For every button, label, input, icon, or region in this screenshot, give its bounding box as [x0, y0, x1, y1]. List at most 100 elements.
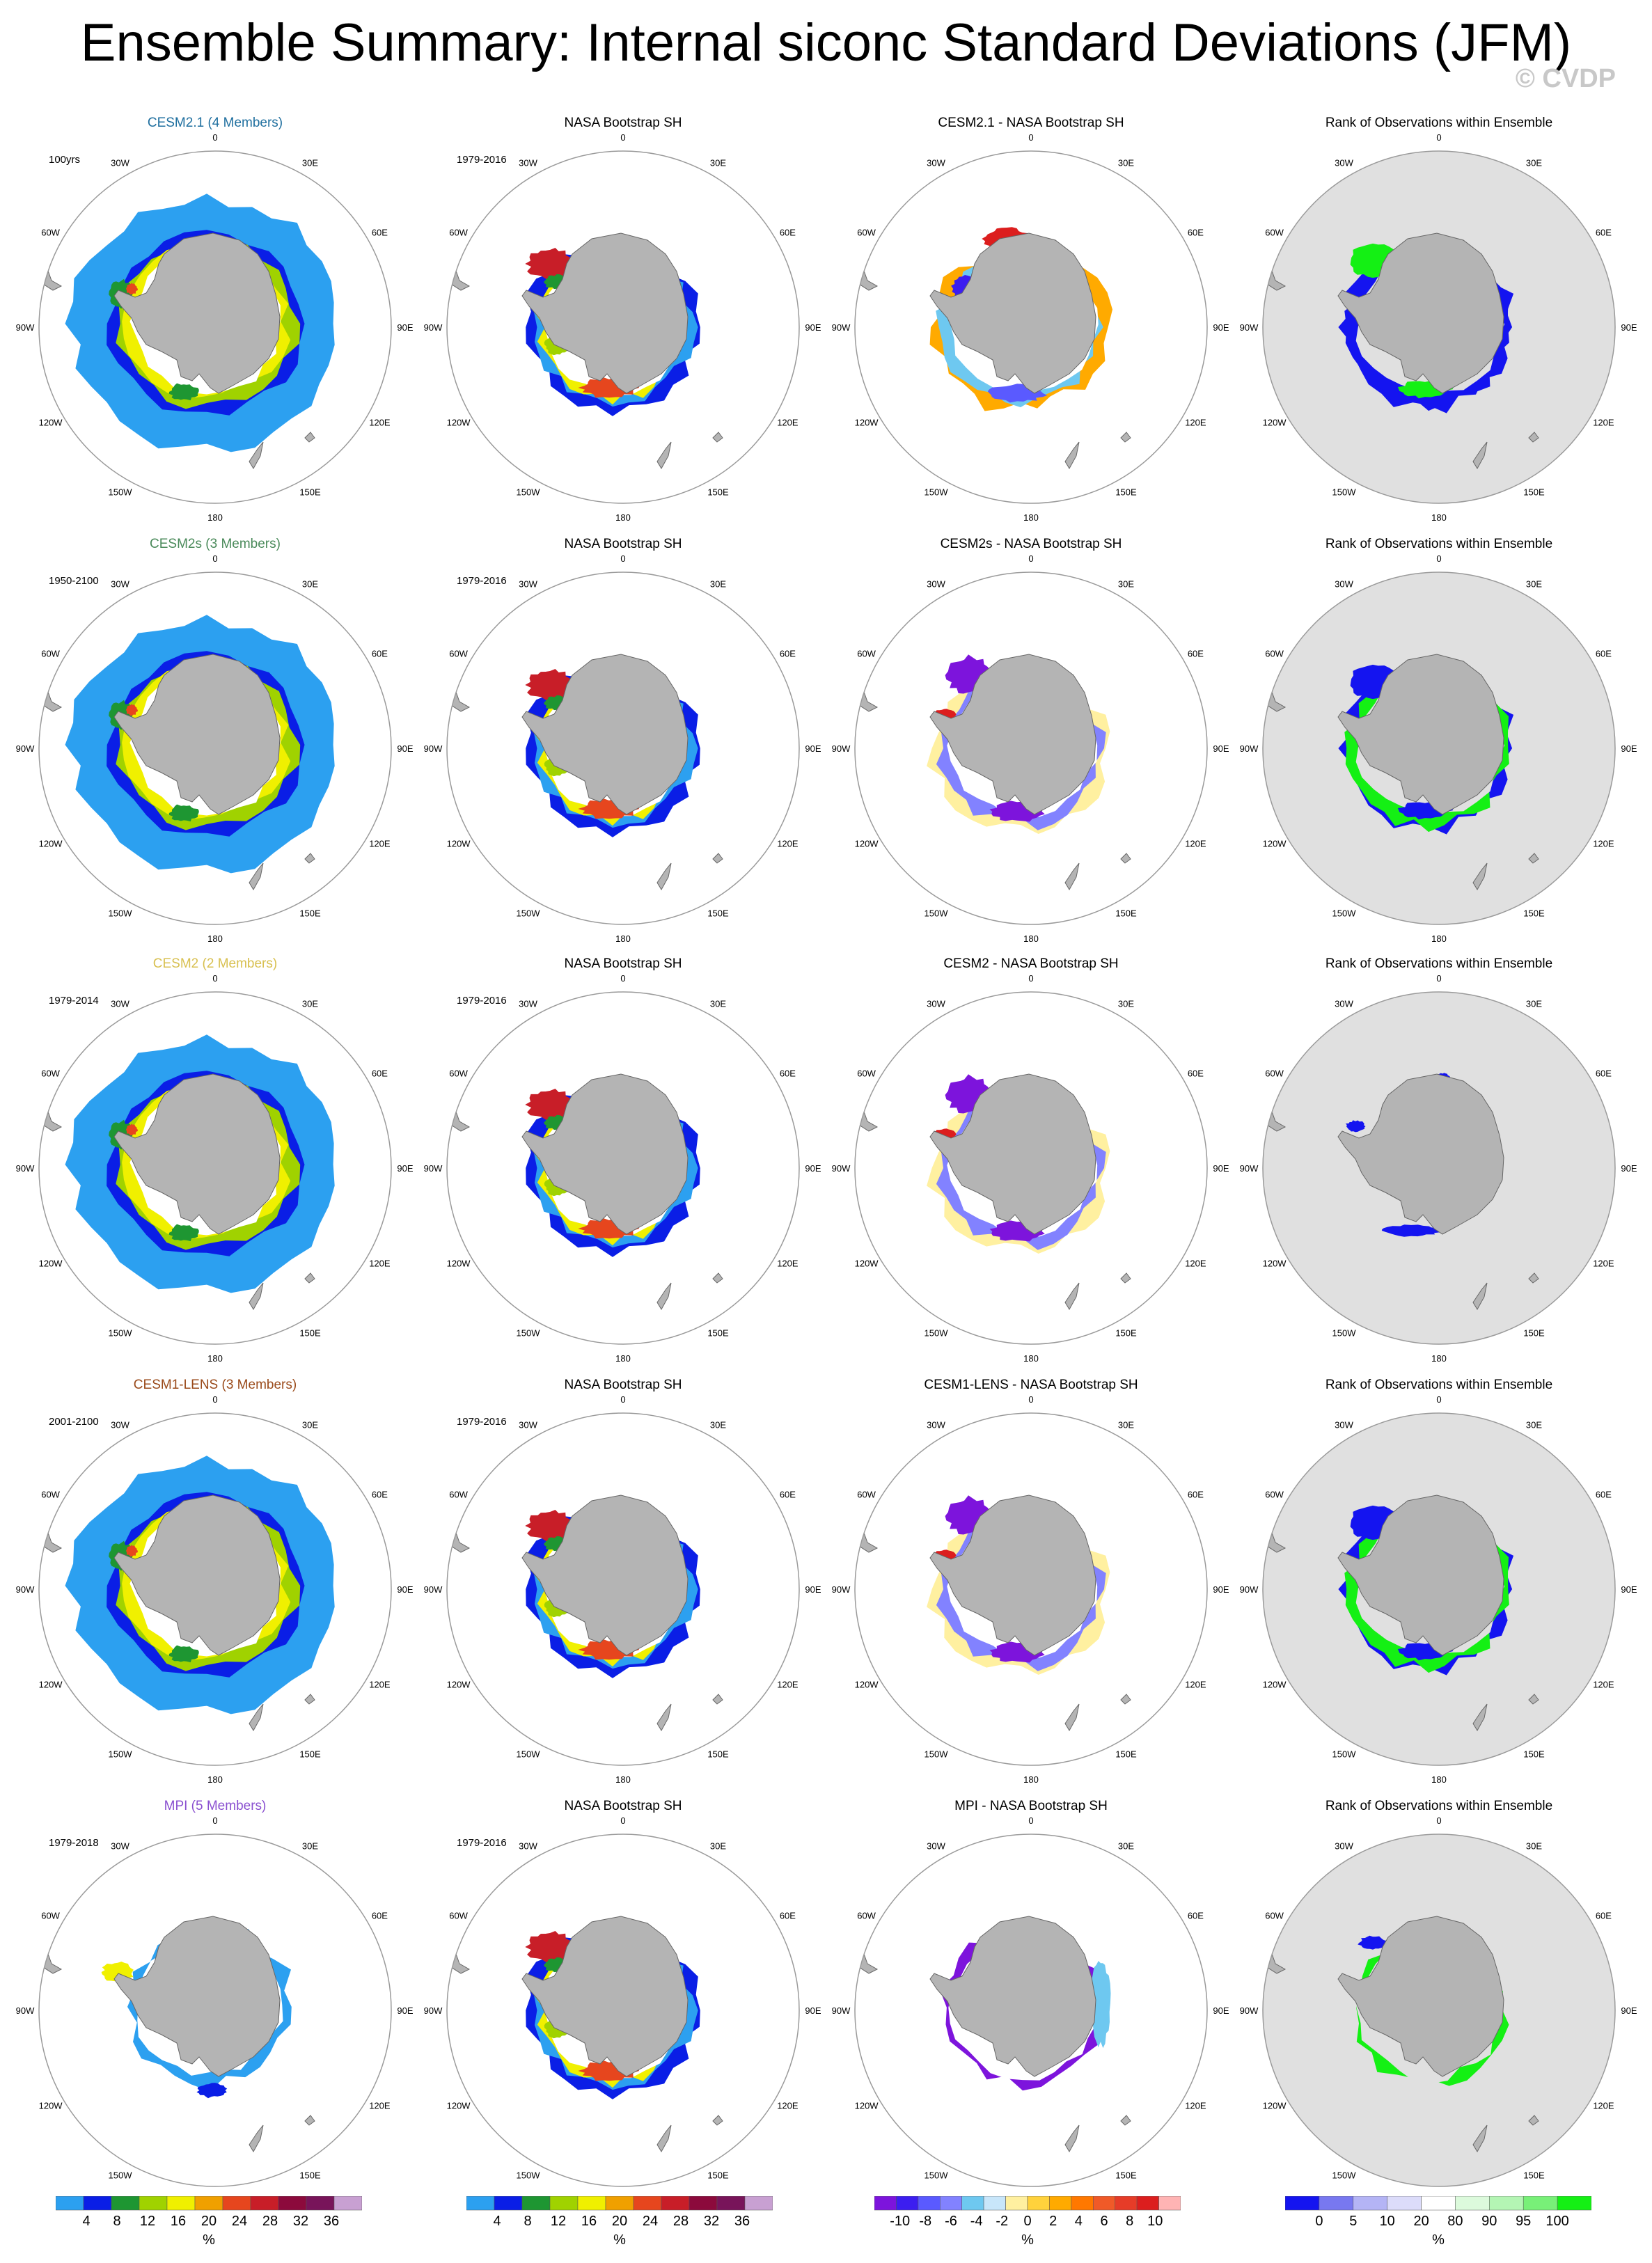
colorbar-tick-label: 80	[1447, 2214, 1463, 2229]
lon-label-120e: 120E	[369, 1680, 391, 1690]
lon-label-30e: 30E	[710, 1841, 726, 1852]
lon-label-60w: 60W	[449, 228, 468, 238]
lon-label-30e: 30E	[302, 1841, 318, 1852]
map-panel-rank: 0 30E 60E 90E 120E 150E 180 150W 120W 90W 60W 30W Ra…	[1234, 536, 1644, 954]
lon-label-180: 180	[1431, 1774, 1447, 1785]
lon-label-30w: 30W	[111, 579, 129, 590]
lon-label-150e: 150E	[299, 1327, 321, 1338]
lon-label-0: 0	[212, 1394, 217, 1405]
panel-title: CESM2.1 - NASA Bootstrap SH	[938, 116, 1124, 130]
map-boundary	[854, 150, 1208, 504]
lon-label-60e: 60E	[1596, 1490, 1612, 1500]
colorbar-tick-label: 16	[581, 2214, 597, 2229]
lon-label-180: 180	[1431, 933, 1447, 944]
lon-label-60w: 60W	[857, 1490, 876, 1500]
colorbar-tick-label: 12	[140, 2214, 155, 2229]
panel-title: NASA Bootstrap SH	[564, 1378, 682, 1392]
lon-label-180: 180	[207, 1353, 223, 1364]
lon-label-120e: 120E	[1593, 418, 1614, 428]
lon-label-150e: 150E	[707, 1327, 729, 1338]
colorbar-units: %	[613, 2232, 626, 2248]
lon-label-90e: 90E	[397, 2005, 413, 2016]
panel-period: 2001-2100	[49, 1416, 99, 1428]
colorbar-tick-label: 10	[1147, 2214, 1163, 2229]
lon-label-60e: 60E	[1596, 1911, 1612, 1921]
colorbar-swatch	[139, 2196, 168, 2211]
lon-label-90e: 90E	[1213, 2005, 1229, 2016]
colorbar-swatch	[661, 2196, 690, 2211]
lon-label-120e: 120E	[1185, 418, 1206, 428]
map-boundary	[1262, 1834, 1616, 2187]
lon-label-0: 0	[1028, 1394, 1033, 1405]
panel-title: CESM2 (2 Members)	[152, 956, 278, 971]
lon-label-0: 0	[620, 1815, 625, 1826]
map-boundary	[446, 571, 800, 925]
colorbar-swatch	[278, 2196, 307, 2211]
colorbar-tick-label: 10	[1380, 2214, 1395, 2229]
lon-label-150e: 150E	[1523, 487, 1545, 497]
colorbar-tick-label: 32	[293, 2214, 308, 2229]
lon-label-150e: 150E	[707, 1749, 729, 1759]
colorbar-tick-label: 28	[262, 2214, 278, 2229]
lon-label-60w: 60W	[41, 228, 60, 238]
colorbar-swatch	[605, 2196, 634, 2211]
lon-label-60e: 60E	[1596, 649, 1612, 659]
lon-label-150w: 150W	[109, 2170, 133, 2180]
lon-label-30w: 30W	[927, 1841, 945, 1852]
lon-label-180: 180	[615, 1774, 631, 1785]
lon-label-60w: 60W	[857, 1069, 876, 1079]
colorbar-tick-label: -4	[970, 2214, 983, 2229]
lon-label-120w: 120W	[855, 1259, 879, 1269]
lon-label-60e: 60E	[1596, 228, 1612, 238]
map-boundary	[854, 991, 1208, 1345]
lon-label-90w: 90W	[16, 743, 35, 754]
lon-label-150e: 150E	[1115, 1327, 1137, 1338]
colorbar-tick-label: 90	[1481, 2214, 1497, 2229]
lon-label-90e: 90E	[805, 1584, 821, 1595]
colorbar-tick-label: 100	[1545, 2214, 1568, 2229]
lon-label-150w: 150W	[925, 908, 949, 918]
lon-label-90w: 90W	[424, 322, 443, 333]
lon-label-150w: 150W	[1332, 2170, 1357, 2180]
lon-label-150w: 150W	[1332, 1749, 1357, 1759]
lon-label-30e: 30E	[710, 579, 726, 590]
lon-label-150e: 150E	[1115, 908, 1137, 918]
colorbar-swatch	[466, 2196, 495, 2211]
lon-label-60w: 60W	[1265, 649, 1284, 659]
colorbar-swatch	[549, 2196, 579, 2211]
panel-title: Rank of Observations within Ensemble	[1325, 956, 1553, 971]
lon-label-60e: 60E	[1188, 649, 1204, 659]
colorbar-swatch	[633, 2196, 662, 2211]
panel-period: 1950-2100	[49, 575, 99, 587]
lon-label-180: 180	[1431, 512, 1447, 523]
lon-label-150e: 150E	[1115, 2170, 1137, 2180]
colorbar-swatch	[83, 2196, 112, 2211]
colorbar-swatch	[1136, 2196, 1159, 2211]
panel-title: NASA Bootstrap SH	[564, 116, 682, 130]
lon-label-120e: 120E	[369, 2101, 391, 2111]
map-panel-obs: 030E60E90E120E150E180150W120W90W60W30WNA…	[418, 1798, 828, 2216]
colorbar-swatch	[961, 2196, 984, 2211]
lon-label-0: 0	[1028, 553, 1033, 564]
colorbar-swatch	[983, 2196, 1006, 2211]
lon-label-30w: 30W	[111, 1841, 129, 1852]
lon-label-0: 0	[212, 1815, 217, 1826]
colorbar-swatch	[222, 2196, 251, 2211]
lon-label-150w: 150W	[517, 487, 541, 497]
lon-label-60w: 60W	[1265, 1490, 1284, 1500]
lon-label-150e: 150E	[707, 2170, 729, 2180]
colorbar-swatch	[1115, 2196, 1138, 2211]
lon-label-90w: 90W	[424, 1584, 443, 1595]
lon-label-90e: 90E	[805, 322, 821, 333]
map-boundary	[446, 1834, 800, 2187]
lon-label-90e: 90E	[1621, 1584, 1637, 1595]
panel-period: 1979-2014	[49, 995, 99, 1007]
colorbar-swatch	[1027, 2196, 1050, 2211]
panel-title: CESM1-LENS - NASA Bootstrap SH	[924, 1378, 1138, 1392]
lon-label-120e: 120E	[1593, 1680, 1614, 1690]
lon-label-90w: 90W	[16, 2005, 35, 2016]
lon-label-60e: 60E	[372, 1069, 388, 1079]
colorbar: 4 8 12 16 20 24 28 32 36%	[56, 2196, 362, 2252]
lon-label-60w: 60W	[857, 228, 876, 238]
lon-label-30e: 30E	[710, 1420, 726, 1430]
